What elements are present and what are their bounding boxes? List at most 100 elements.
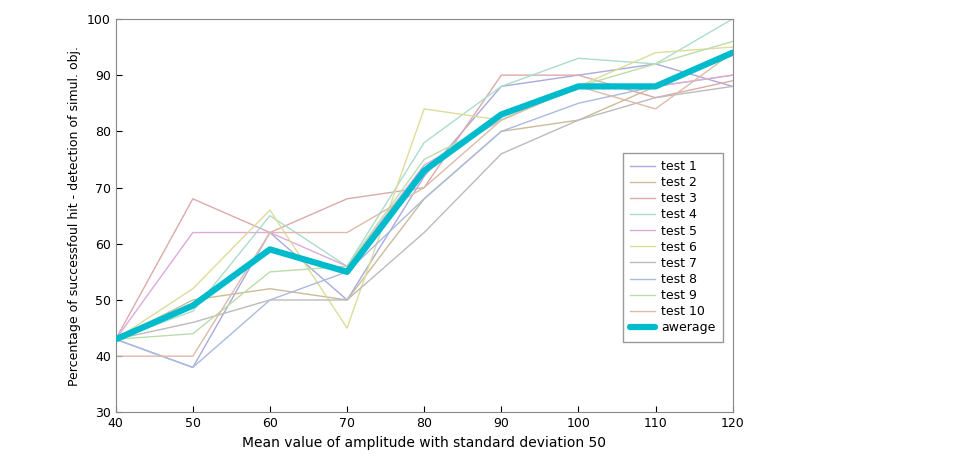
test 8 — [727, 50, 738, 55]
test 2 — [727, 73, 738, 78]
test 8 — [418, 196, 430, 201]
test 1 — [264, 230, 276, 236]
test 2 — [264, 286, 276, 292]
test 10 — [418, 185, 430, 191]
test 1 — [727, 83, 738, 89]
Y-axis label: Percentage of successfoul hit - detection of simul. obj.: Percentage of successfoul hit - detectio… — [68, 46, 81, 386]
test 3 — [573, 73, 584, 78]
test 10 — [573, 83, 584, 89]
test 5 — [727, 73, 738, 78]
test 8 — [341, 269, 353, 275]
test 7 — [727, 83, 738, 89]
test 1 — [110, 337, 121, 342]
test 8 — [110, 337, 121, 342]
test 9 — [727, 38, 738, 44]
test 6 — [110, 337, 121, 342]
test 2 — [650, 83, 661, 89]
test 2 — [495, 128, 507, 134]
test 4 — [650, 61, 661, 67]
test 3 — [418, 185, 430, 191]
test 6 — [650, 50, 661, 55]
test 7 — [650, 95, 661, 100]
test 9 — [495, 117, 507, 123]
Line: test 6: test 6 — [116, 47, 733, 339]
test 8 — [264, 297, 276, 303]
Line: test 5: test 5 — [116, 75, 733, 339]
test 3 — [264, 230, 276, 236]
awerage — [187, 303, 199, 309]
test 10 — [727, 50, 738, 55]
test 6 — [264, 207, 276, 213]
test 1 — [573, 73, 584, 78]
test 9 — [187, 331, 199, 337]
test 1 — [341, 297, 353, 303]
test 7 — [573, 117, 584, 123]
awerage — [495, 112, 507, 118]
test 6 — [495, 117, 507, 123]
test 10 — [264, 230, 276, 236]
test 7 — [187, 319, 199, 325]
test 9 — [418, 156, 430, 162]
awerage — [727, 50, 738, 55]
test 1 — [187, 365, 199, 370]
test 7 — [341, 297, 353, 303]
test 9 — [341, 264, 353, 269]
test 5 — [110, 337, 121, 342]
Line: test 4: test 4 — [116, 19, 733, 339]
test 4 — [418, 140, 430, 146]
test 2 — [187, 297, 199, 303]
test 6 — [187, 286, 199, 292]
awerage — [418, 168, 430, 173]
test 4 — [110, 337, 121, 342]
Line: test 2: test 2 — [116, 75, 733, 339]
test 4 — [573, 55, 584, 61]
test 6 — [418, 106, 430, 112]
awerage — [110, 337, 121, 342]
test 1 — [418, 173, 430, 179]
test 7 — [264, 297, 276, 303]
test 7 — [418, 230, 430, 236]
test 7 — [495, 151, 507, 157]
test 9 — [573, 83, 584, 89]
X-axis label: Mean value of amplitude with standard deviation 50: Mean value of amplitude with standard de… — [242, 436, 606, 450]
test 4 — [341, 264, 353, 269]
Line: test 7: test 7 — [116, 86, 733, 339]
Line: test 8: test 8 — [116, 53, 733, 367]
test 8 — [573, 100, 584, 106]
test 2 — [418, 196, 430, 201]
test 3 — [650, 95, 661, 100]
test 5 — [418, 162, 430, 168]
test 1 — [495, 83, 507, 89]
test 1 — [650, 61, 661, 67]
test 3 — [110, 337, 121, 342]
test 3 — [727, 78, 738, 83]
Line: test 10: test 10 — [116, 53, 733, 356]
test 2 — [110, 337, 121, 342]
test 2 — [573, 117, 584, 123]
test 5 — [495, 117, 507, 123]
test 2 — [341, 297, 353, 303]
test 10 — [495, 117, 507, 123]
test 9 — [264, 269, 276, 275]
test 8 — [650, 83, 661, 89]
test 5 — [187, 230, 199, 236]
Line: test 1: test 1 — [116, 64, 733, 367]
test 5 — [264, 230, 276, 236]
test 8 — [187, 365, 199, 370]
test 9 — [110, 337, 121, 342]
Legend: test 1, test 2, test 3, test 4, test 5, test 6, test 7, test 8, test 9, test 10,: test 1, test 2, test 3, test 4, test 5, … — [623, 153, 723, 342]
test 10 — [341, 230, 353, 236]
Line: test 9: test 9 — [116, 41, 733, 339]
test 4 — [187, 309, 199, 314]
test 4 — [727, 16, 738, 22]
awerage — [650, 83, 661, 89]
test 6 — [341, 325, 353, 331]
Line: awerage: awerage — [116, 53, 733, 339]
test 10 — [650, 106, 661, 112]
awerage — [573, 83, 584, 89]
test 3 — [495, 73, 507, 78]
test 5 — [573, 83, 584, 89]
test 6 — [727, 44, 738, 50]
test 3 — [341, 196, 353, 201]
awerage — [264, 246, 276, 252]
